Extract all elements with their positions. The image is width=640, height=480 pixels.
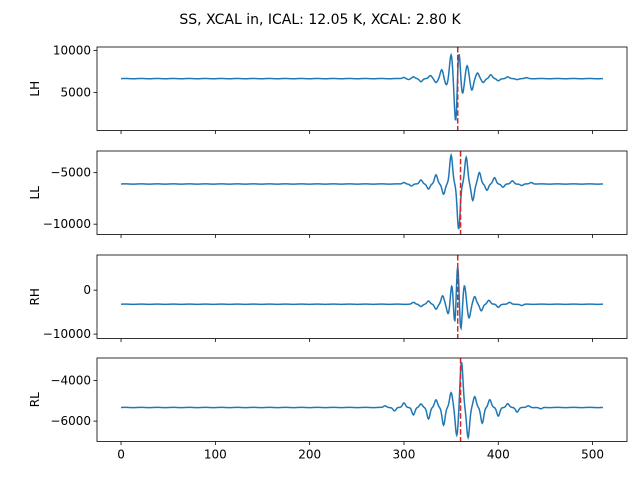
y-tick-label: −10000 (43, 327, 91, 341)
signal-line (121, 152, 603, 230)
axes-frame (96, 150, 628, 235)
y-axis-label: LL (28, 186, 42, 200)
y-axis-label: RL (28, 392, 42, 407)
x-tick-label: 200 (298, 448, 321, 462)
axes-frame (96, 254, 628, 339)
y-axis-label: RH (28, 288, 42, 305)
x-tick-label: 0 (117, 448, 125, 462)
x-tick-label: 300 (393, 448, 416, 462)
x-tick-label: 400 (487, 448, 510, 462)
y-tick-label: 5000 (60, 86, 91, 100)
subplot-ll: −10000 −5000 LL (28, 150, 628, 238)
y-tick-label: −4000 (50, 373, 91, 387)
x-tick-label: 100 (204, 448, 227, 462)
y-tick-label: 0 (83, 283, 91, 297)
subplot-rh: −10000 0 RH (28, 254, 628, 342)
figure-title: SS, XCAL in, ICAL: 12.05 K, XCAL: 2.80 K (179, 12, 461, 28)
y-tick-label: −5000 (50, 166, 91, 180)
y-tick-label: −6000 (50, 414, 91, 428)
signal-line (121, 52, 603, 121)
x-tick-label: 500 (581, 448, 604, 462)
subplot-lh: 5000 10000 LH (28, 43, 628, 134)
y-axis-label: LH (28, 81, 42, 97)
subplot-rl: −6000 −4000 0 100 200 300 400 500 RL (28, 357, 628, 462)
subplot-stack: 500010000LH−10000−5000LL−100000RH−6000−4… (28, 43, 628, 462)
axes-frame (96, 46, 628, 131)
y-tick-label: 10000 (53, 43, 91, 57)
y-tick-label: −10000 (43, 217, 91, 231)
signal-line (121, 361, 603, 441)
signal-line (121, 266, 603, 331)
axes-frame (96, 357, 628, 442)
